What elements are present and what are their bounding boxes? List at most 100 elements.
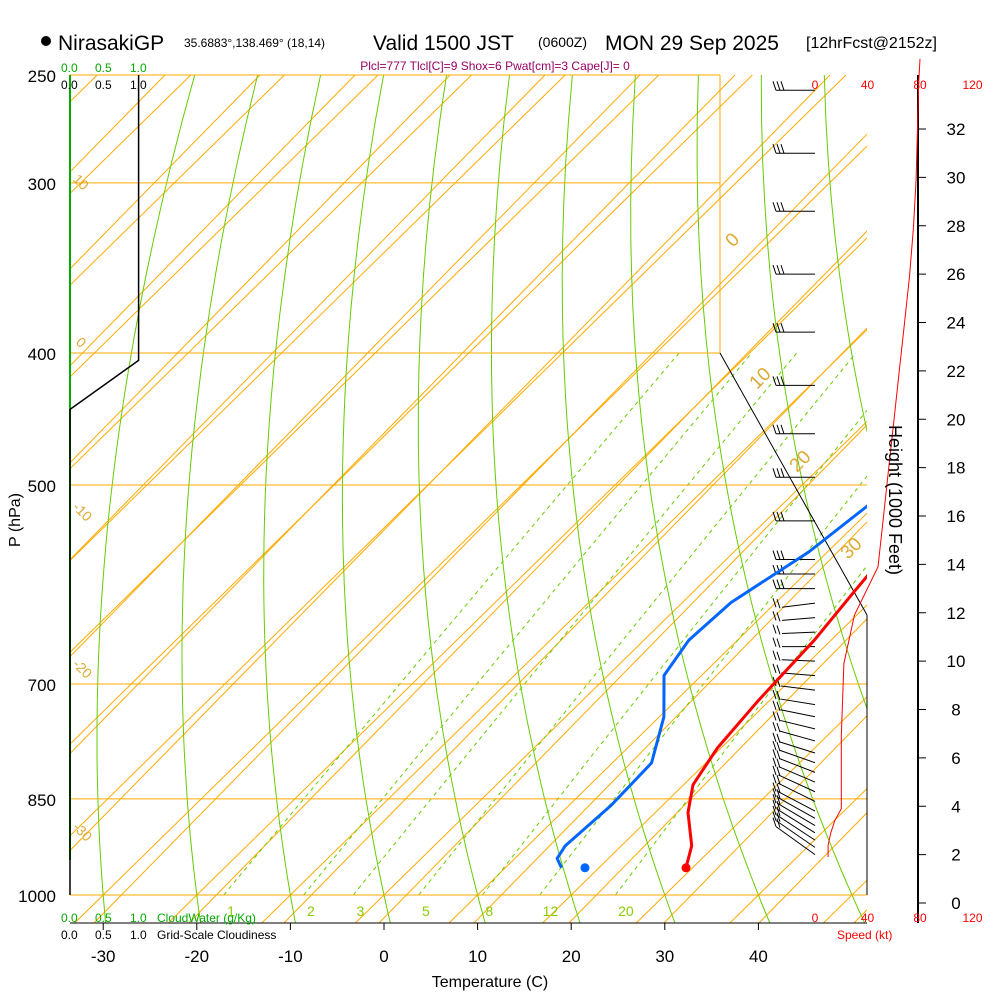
cloud-top-tick-b0: 0.0 [61, 78, 78, 92]
wind-barb-flag [776, 651, 781, 661]
height-tick-label: 18 [947, 459, 966, 478]
isotherm-label: -30 [70, 819, 96, 845]
x-tick-label: 10 [468, 947, 487, 966]
wind-barb [772, 81, 815, 91]
pressure-tick-label: 1000 [18, 887, 56, 906]
pressure-tick-label: 700 [28, 676, 56, 695]
wind-barb-flag [772, 757, 777, 767]
mixing-ratio-line [352, 352, 798, 896]
wind-barb-flag [772, 637, 777, 647]
wind-barb [772, 323, 815, 333]
wind-barb-staff [778, 757, 816, 773]
dry-adiabat [181, 75, 259, 923]
wind-barb [772, 663, 816, 677]
isobar-lines [70, 74, 868, 896]
wind-barb [772, 817, 816, 856]
wind-barb-flag [772, 794, 777, 804]
wind-barb-flag [776, 741, 781, 752]
mixing-ratio-label: 3 [356, 903, 364, 919]
isentrope-line [70, 75, 546, 561]
dry-adiabat [823, 75, 867, 434]
dry-adiabat [417, 75, 486, 923]
isentrope-line [473, 521, 867, 923]
wind-barb-staff [778, 766, 816, 783]
height-tick-label: 8 [951, 701, 960, 720]
wind-barb [772, 202, 815, 212]
isotherm-line [70, 75, 566, 562]
wind-barb-flag [772, 765, 777, 776]
wind-barb-staff [776, 808, 816, 834]
wind-barb-flag [776, 712, 781, 722]
wind-barb-flag [776, 758, 781, 768]
wind-barb [772, 774, 816, 802]
height-tick-label: 12 [947, 604, 966, 623]
dry-adiabat [630, 75, 771, 923]
wind-barb [772, 689, 816, 706]
height-tick-label: 28 [947, 217, 966, 236]
speed-bottom-tick: 80 [913, 911, 927, 925]
isotherm-line [448, 512, 867, 923]
wind-barb-flag [776, 789, 781, 799]
height-tick-label: 6 [951, 749, 960, 768]
isotherm-line [70, 75, 379, 378]
wind-barb [772, 805, 816, 841]
wind-barb-flag [776, 625, 781, 635]
wind-barb-flag [772, 811, 777, 821]
wind-barb-flag [772, 700, 777, 710]
dry-adiabat [491, 75, 581, 923]
dry-adiabat [760, 75, 867, 710]
valid-time: Valid 1500 JST [373, 32, 514, 55]
height-tick-label: 30 [947, 168, 966, 187]
wind-barb-staff [780, 698, 816, 706]
isentrope-line [663, 715, 867, 923]
isotherm-line [822, 879, 867, 923]
wind-barb [772, 264, 815, 275]
wind-barb [772, 144, 815, 154]
isotherm-line [70, 75, 285, 286]
isotherm-line [70, 75, 847, 837]
wind-barb-flag [776, 701, 781, 711]
speed-bottom-tick: 40 [861, 911, 875, 925]
x-tick-label: -30 [91, 947, 116, 966]
wind-barb-flag [772, 550, 777, 560]
isentrope-line [853, 908, 867, 923]
wind-barb [772, 721, 816, 742]
wind-barb-staff [779, 741, 816, 754]
wind-barb-flag [776, 733, 781, 743]
speed-top-tick: 40 [861, 78, 875, 92]
isotherm-label: -10 [70, 499, 96, 525]
mixing-ratio-label: 1 [227, 903, 235, 919]
cloud-top-tick-1: 0.5 [95, 61, 112, 75]
frame-slope [719, 352, 868, 616]
wind-barb-flag [772, 740, 777, 751]
isotherm-line [261, 329, 867, 923]
wind-barb [772, 765, 816, 793]
cloudiness-tick-1: 0.5 [95, 928, 112, 942]
isotherm-line [167, 237, 867, 923]
isentrope-line [568, 618, 867, 923]
height-tick-label: 0 [951, 894, 960, 913]
height-tick-label: 20 [947, 410, 966, 429]
wind-barb-flag [780, 424, 785, 434]
wind-barb-flag [772, 624, 777, 634]
station-marker-icon [41, 36, 51, 46]
cloud-panel [69, 75, 140, 895]
wind-barb-flag [772, 817, 777, 827]
wind-barb [772, 511, 815, 522]
height-tick-label: 14 [947, 555, 966, 574]
height-tick-label: 24 [947, 314, 966, 333]
sounding-indices: Plcl=777 Tlcl[C]=9 Shox=6 Pwat[cm]=3 Cap… [360, 59, 630, 73]
dry-adiabat [96, 75, 196, 923]
speed-bottom-tick: 120 [962, 911, 982, 925]
mixing-ratio-line [482, 409, 867, 896]
wind-barb-flag [776, 468, 781, 478]
cloud-top-tick-b2: 1.0 [130, 78, 147, 92]
wind-barb-flag [772, 650, 777, 660]
wind-barb-flag [772, 732, 777, 742]
isentrope-line [70, 75, 356, 367]
wind-barb [772, 740, 816, 764]
isotherm-label: -20 [70, 656, 96, 682]
height-tick-label: 10 [947, 652, 966, 671]
wind-barb-staff [777, 782, 816, 802]
